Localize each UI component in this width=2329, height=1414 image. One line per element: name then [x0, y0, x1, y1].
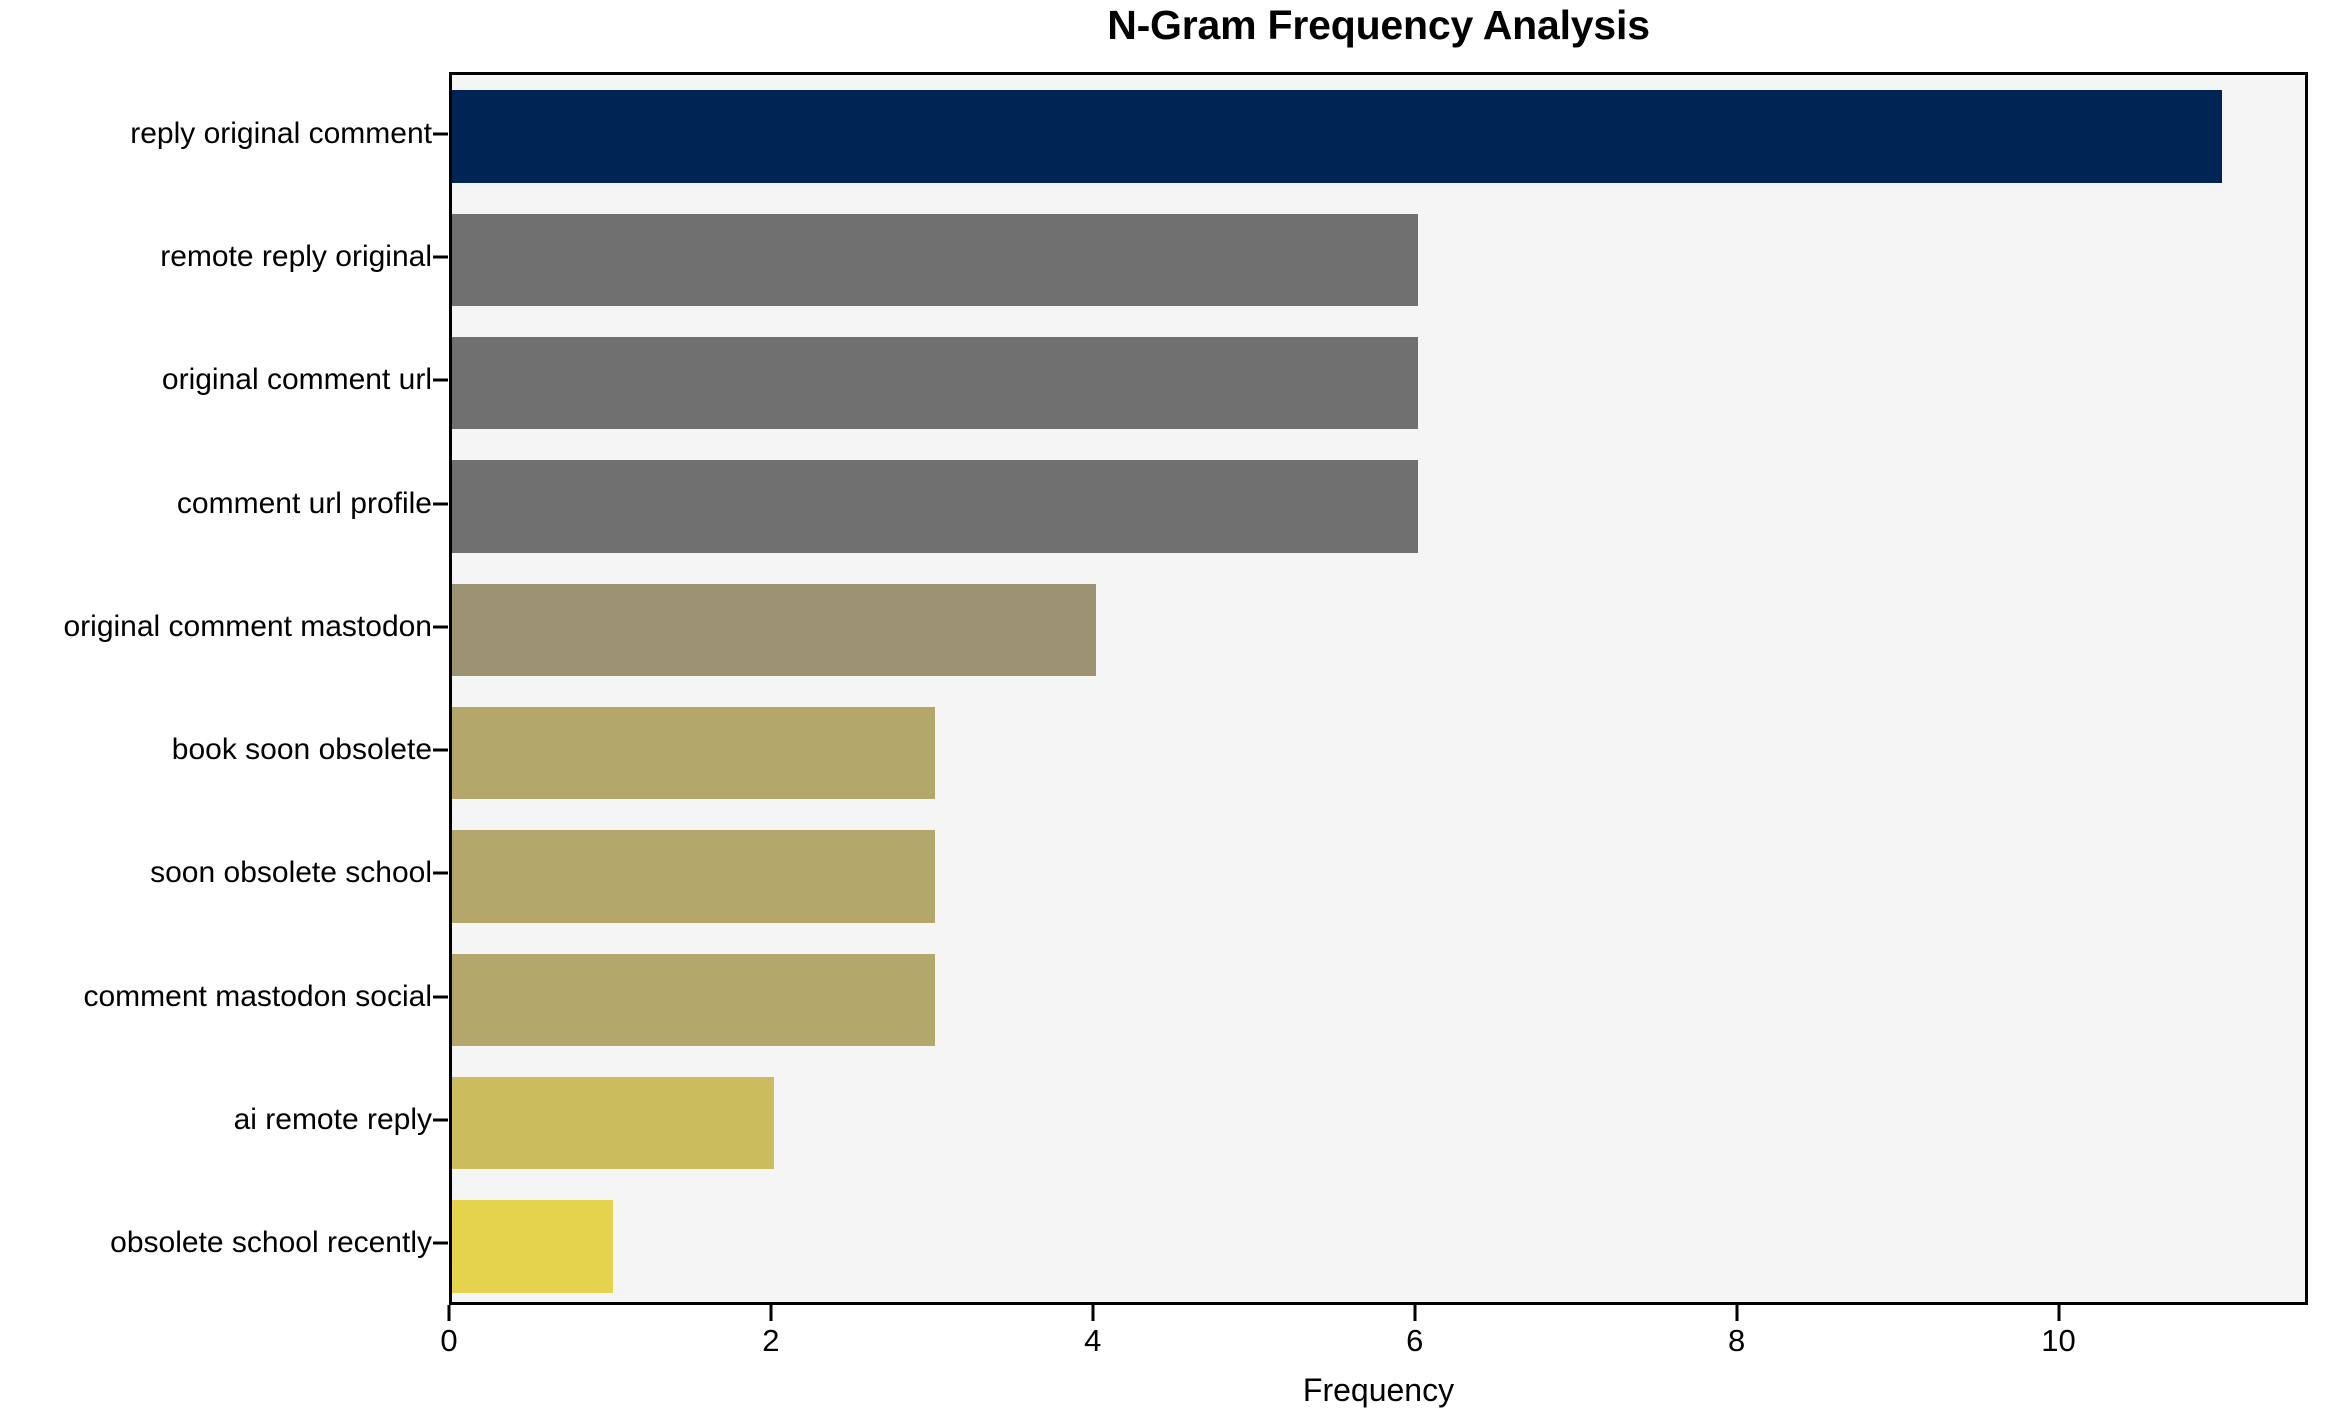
y-tick-mark — [433, 871, 448, 875]
y-tick-label: book soon obsolete — [171, 733, 432, 767]
page-title: N-Gram Frequency Analysis — [1107, 2, 1650, 48]
bar — [452, 90, 2223, 183]
y-tick-label: comment mastodon social — [83, 979, 433, 1013]
y-tick-label: original comment url — [161, 363, 432, 397]
bars-container — [452, 75, 2305, 1302]
bar — [452, 953, 935, 1046]
bar-row — [452, 953, 2305, 1046]
y-tick-mark — [433, 378, 448, 382]
y-tick-mark — [433, 1118, 448, 1122]
y-tick-label: soon obsolete school — [150, 856, 432, 890]
x-tick-mark — [1091, 1305, 1095, 1321]
x-axis-tick-labels: 0 2 4 6 8 10 — [440, 1323, 2308, 1367]
bar — [452, 460, 1418, 553]
x-tick-mark — [447, 1305, 451, 1321]
x-axis-ticks — [447, 1305, 2308, 1325]
bar — [452, 583, 1096, 677]
bar — [452, 830, 935, 923]
y-tick-mark — [433, 625, 448, 629]
x-tick-mark — [1735, 1305, 1739, 1321]
y-tick-label: remote reply original — [160, 239, 432, 273]
plot-area — [449, 72, 2308, 1305]
bar-row — [452, 1200, 2305, 1293]
x-axis-title: Frequency — [1302, 1372, 1455, 1408]
bar-row — [452, 706, 2305, 800]
y-tick-label: original comment mastodon — [63, 609, 432, 643]
y-axis-labels: reply original comment remote reply origi… — [0, 72, 432, 1305]
x-tick-label: 6 — [1406, 1323, 1424, 1358]
y-tick-mark — [433, 1241, 448, 1245]
y-tick-label: comment url profile — [176, 486, 432, 520]
bar-row — [452, 337, 2305, 430]
x-tick-label: 0 — [440, 1323, 458, 1358]
x-tick-label: 10 — [2041, 1323, 2076, 1358]
bar-row — [452, 460, 2305, 553]
y-axis-ticks — [433, 72, 449, 1305]
bar-row — [452, 213, 2305, 307]
bar — [452, 706, 935, 800]
bar — [452, 213, 1418, 307]
x-tick-label: 2 — [762, 1323, 780, 1358]
y-tick-mark — [433, 995, 448, 999]
y-tick-label: reply original comment — [130, 116, 432, 150]
y-tick-label: ai remote reply — [233, 1103, 432, 1137]
y-tick-mark — [433, 132, 448, 136]
bar-row — [452, 583, 2305, 677]
bar-row — [452, 90, 2305, 183]
y-tick-mark — [433, 502, 448, 506]
bar — [452, 1200, 613, 1293]
x-tick-label: 8 — [1727, 1323, 1746, 1358]
x-tick-mark — [2057, 1305, 2061, 1321]
bar-row — [452, 1076, 2305, 1170]
x-tick-mark — [1413, 1305, 1417, 1321]
y-tick-mark — [433, 255, 448, 259]
bar-row — [452, 830, 2305, 923]
y-tick-mark — [433, 748, 448, 752]
y-tick-label: obsolete school recently — [110, 1226, 432, 1260]
bar — [452, 1076, 774, 1170]
x-tick-mark — [769, 1305, 773, 1321]
x-tick-label: 4 — [1084, 1323, 1102, 1358]
bar — [452, 337, 1418, 430]
